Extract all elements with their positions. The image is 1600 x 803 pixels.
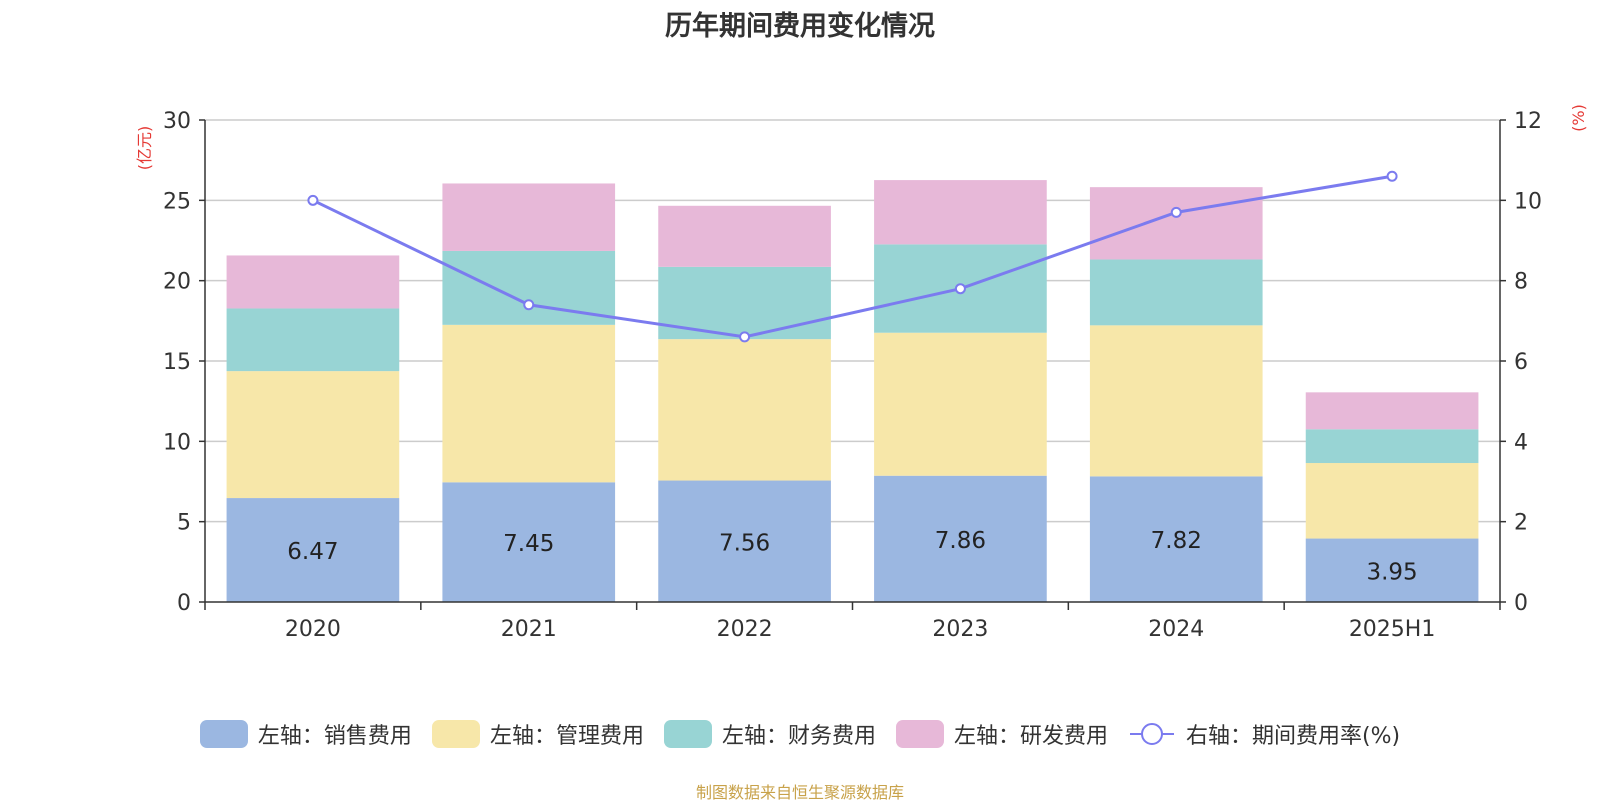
legend: 左轴：销售费用 左轴：管理费用 左轴：财务费用 左轴：研发费用 右轴：期间费用率(%) — [0, 718, 1600, 750]
y-left-tick-label: 20 — [163, 270, 191, 295]
line-series-path — [312, 174, 1393, 339]
bar-segment — [442, 324, 616, 483]
bar-data-label: 7.82 — [1151, 528, 1202, 554]
bar-segment — [1089, 187, 1263, 260]
legend-swatch — [895, 720, 944, 748]
bar-segment — [1305, 392, 1479, 430]
bar-segment — [226, 255, 400, 309]
bar-segment — [442, 183, 616, 251]
bar-segment — [1089, 476, 1263, 602]
line-point — [523, 299, 535, 311]
bar-segment — [658, 480, 831, 602]
x-tick-label: 2024 — [1148, 617, 1204, 642]
legend-item[interactable]: 左轴：财务费用 — [663, 718, 876, 750]
y-right-tick-label: 6 — [1514, 350, 1528, 375]
footer-source: 制图数据来自恒生聚源数据库 — [695, 783, 904, 802]
y-left-unit-label: (亿元) — [135, 126, 154, 171]
line-point — [1170, 206, 1182, 218]
bar-segment — [658, 205, 831, 267]
y-right-unit-label: (%) — [1569, 104, 1588, 132]
y-right-tick-label: 0 — [1514, 591, 1528, 616]
x-tick-label: 2020 — [285, 617, 341, 642]
bar-data-label: 7.56 — [719, 530, 770, 556]
bar-segment — [226, 308, 400, 372]
legend-label: 左轴：财务费用 — [721, 724, 876, 749]
legend-item[interactable]: 右轴：期间费用率(%) — [1128, 718, 1400, 750]
y-right-tick-label: 12 — [1514, 109, 1542, 134]
x-tick-label: 2021 — [501, 617, 557, 642]
y-left-tick-label: 15 — [163, 350, 191, 375]
bar-segment — [1089, 325, 1263, 477]
legend-label: 左轴：研发费用 — [953, 724, 1108, 749]
legend-line-marker — [1129, 723, 1174, 745]
legend-swatch — [663, 720, 712, 748]
y-right-tick-label: 2 — [1514, 511, 1528, 536]
y-left-tick-label: 5 — [177, 511, 191, 536]
legend-item[interactable]: 左轴：研发费用 — [895, 718, 1108, 750]
bar-segment — [874, 332, 1047, 476]
legend-swatch — [199, 720, 248, 748]
y-right-tick-label: 8 — [1514, 270, 1528, 295]
chart-title: 历年期间费用变化情况 — [665, 11, 935, 42]
bar-segment — [226, 371, 400, 499]
line-point — [1386, 170, 1398, 182]
line-point — [954, 283, 966, 295]
bar-segment — [658, 339, 831, 481]
bar-data-label: 3.95 — [1366, 559, 1417, 585]
legend-item[interactable]: 左轴：销售费用 — [199, 718, 412, 750]
bar-segment — [1305, 429, 1479, 464]
line-point — [307, 194, 319, 206]
legend-swatch — [431, 720, 480, 748]
y-left-tick-label: 30 — [163, 109, 191, 134]
bar-segment — [226, 498, 400, 602]
y-left-tick-label: 0 — [177, 591, 191, 616]
bar-data-label: 6.47 — [287, 539, 338, 565]
y-left-tick-label: 10 — [163, 430, 191, 455]
bar-segment — [1305, 463, 1479, 539]
bar-segment — [874, 180, 1047, 245]
x-tick-label: 2023 — [932, 617, 988, 642]
line-point — [739, 331, 751, 343]
legend-label: 右轴：期间费用率(%) — [1185, 724, 1401, 749]
bar-data-label: 7.45 — [503, 531, 554, 557]
x-tick-label: 2025H1 — [1349, 617, 1436, 642]
y-right-tick-label: 10 — [1514, 189, 1542, 214]
legend-label: 左轴：管理费用 — [489, 724, 644, 749]
bar-data-label: 7.86 — [935, 528, 986, 554]
bar-segment — [442, 482, 616, 602]
legend-item[interactable]: 左轴：管理费用 — [431, 718, 644, 750]
y-left-tick-label: 25 — [163, 189, 191, 214]
legend-label: 左轴：销售费用 — [257, 724, 412, 749]
bar-segment — [874, 475, 1047, 602]
x-tick-label: 2022 — [717, 617, 773, 642]
bar-segment — [1305, 538, 1479, 602]
y-right-tick-label: 4 — [1514, 430, 1528, 455]
bar-segment — [1089, 259, 1263, 326]
